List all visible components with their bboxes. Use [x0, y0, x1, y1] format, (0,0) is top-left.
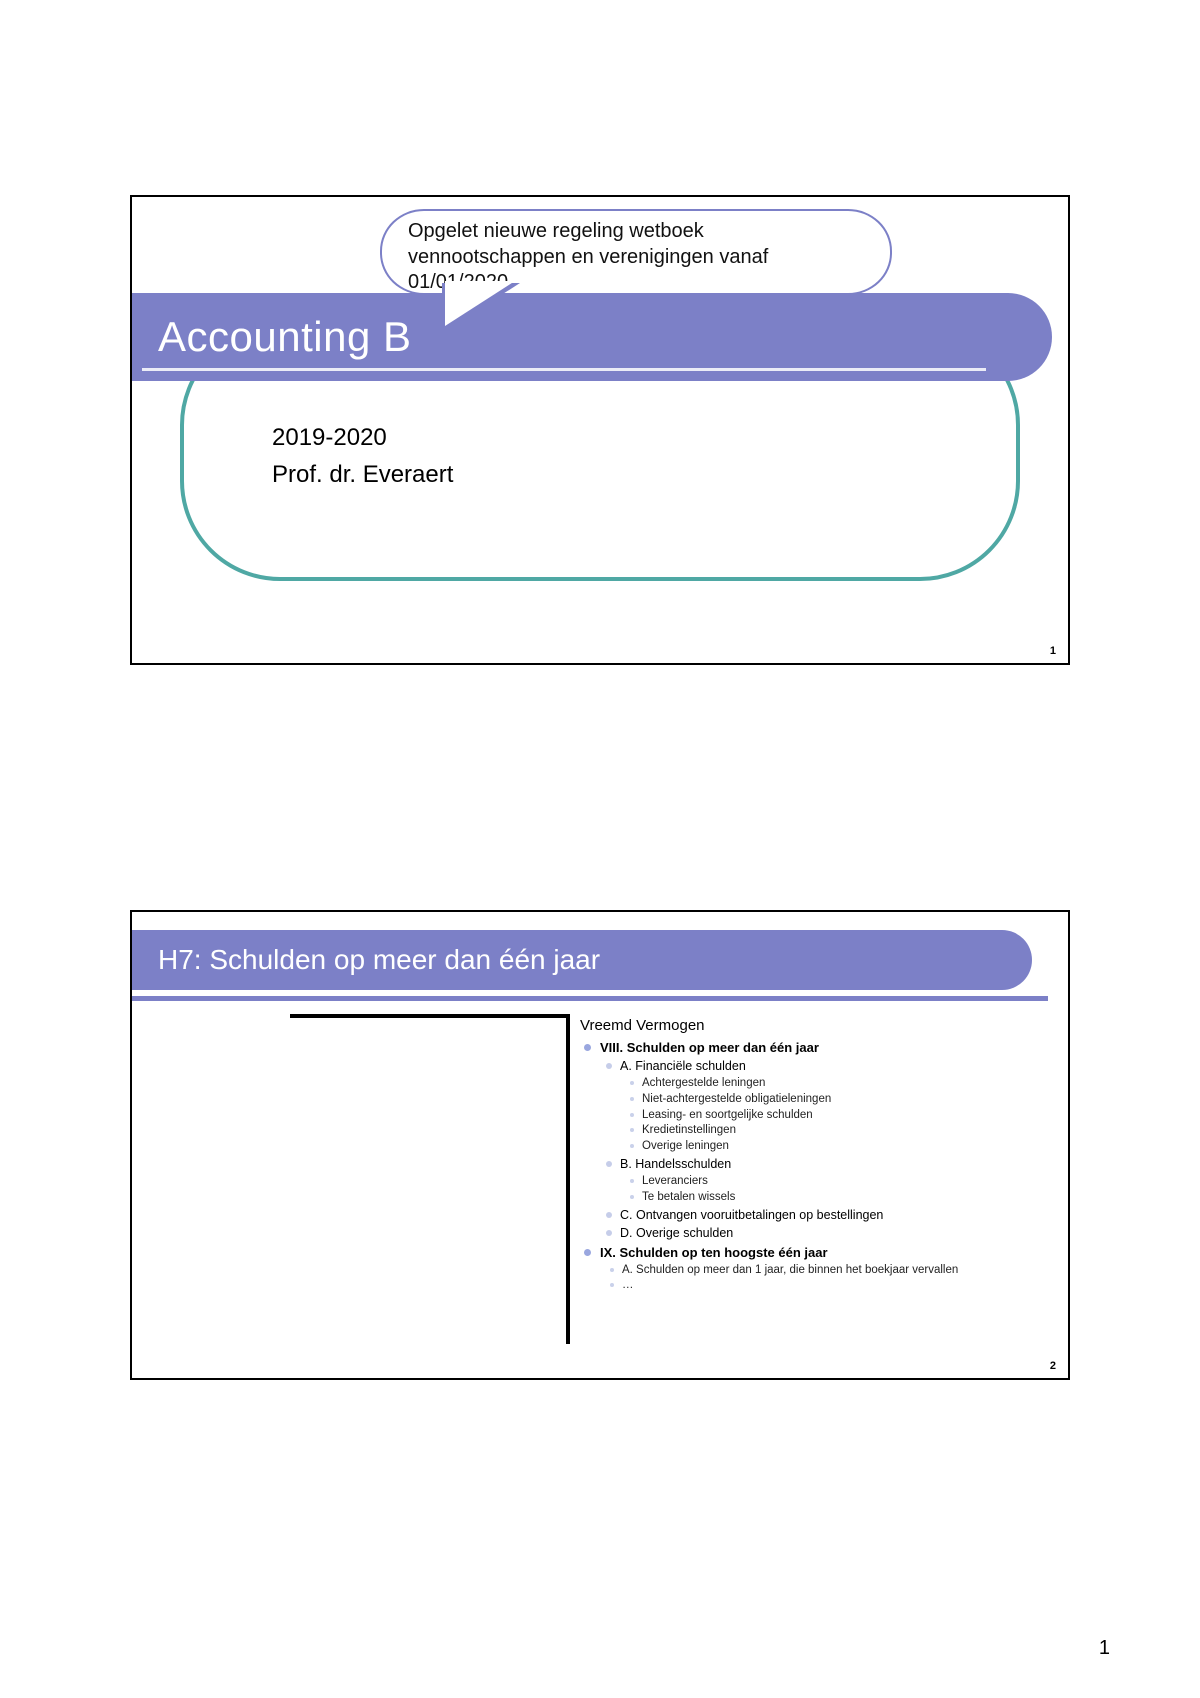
slide-number: 1: [1050, 645, 1056, 657]
section-heading: Vreemd Vermogen: [580, 1016, 1060, 1037]
list-item: Kredietinstellingen: [630, 1123, 1060, 1139]
outline-item-ix: IX. Schulden op ten hoogste één jaar A. …: [584, 1244, 1060, 1295]
title-bar: H7: Schulden op meer dan één jaar: [130, 930, 1032, 990]
course-title: Accounting B: [158, 313, 412, 361]
outline-item-viii: VIII. Schulden op meer dan één jaar A. F…: [584, 1039, 1060, 1243]
list-item: A. Schulden op meer dan 1 jaar, die binn…: [610, 1263, 1060, 1279]
outline-label: A. Financiële schulden: [620, 1059, 746, 1073]
academic-year: 2019-2020: [272, 419, 453, 456]
page-number: 1: [1099, 1637, 1110, 1660]
outline-item-a: A. Financiële schulden Achtergestelde le…: [606, 1058, 1060, 1156]
list-item: Niet-achtergestelde obligatieleningen: [630, 1092, 1060, 1108]
list-item: Te betalen wissels: [630, 1190, 1060, 1206]
title-bar: Accounting B: [130, 293, 1052, 381]
title-underline: [132, 996, 1048, 1001]
list-item: Overige leningen: [630, 1139, 1060, 1155]
list-item: …: [610, 1278, 1060, 1294]
subtitle-block: 2019-2020 Prof. dr. Everaert: [272, 419, 453, 493]
outline-item-c: C. Ontvangen vooruitbetalingen op bestel…: [606, 1207, 1060, 1224]
chapter-title: H7: Schulden op meer dan één jaar: [158, 944, 600, 976]
slide-number: 2: [1050, 1360, 1056, 1372]
decorative-black-frame: [290, 1014, 570, 1344]
outline-item-b: B. Handelsschulden Leveranciers Te betal…: [606, 1156, 1060, 1206]
list-item: Leveranciers: [630, 1174, 1060, 1190]
slide-1: Accounting B 2019-2020 Prof. dr. Everaer…: [130, 195, 1070, 665]
title-underline: [142, 368, 986, 371]
professor-name: Prof. dr. Everaert: [272, 456, 453, 493]
outline-label: VIII. Schulden op meer dan één jaar: [600, 1040, 819, 1055]
content-outline: Vreemd Vermogen VIII. Schulden op meer d…: [580, 1016, 1060, 1295]
list-item: Achtergestelde leningen: [630, 1076, 1060, 1092]
outline-label: IX. Schulden op ten hoogste één jaar: [600, 1245, 828, 1260]
outline-item-d: D. Overige schulden: [606, 1225, 1060, 1242]
slide-2: H7: Schulden op meer dan één jaar Vreemd…: [130, 910, 1070, 1380]
list-item: Leasing- en soortgelijke schulden: [630, 1108, 1060, 1124]
outline-label: B. Handelsschulden: [620, 1157, 731, 1171]
